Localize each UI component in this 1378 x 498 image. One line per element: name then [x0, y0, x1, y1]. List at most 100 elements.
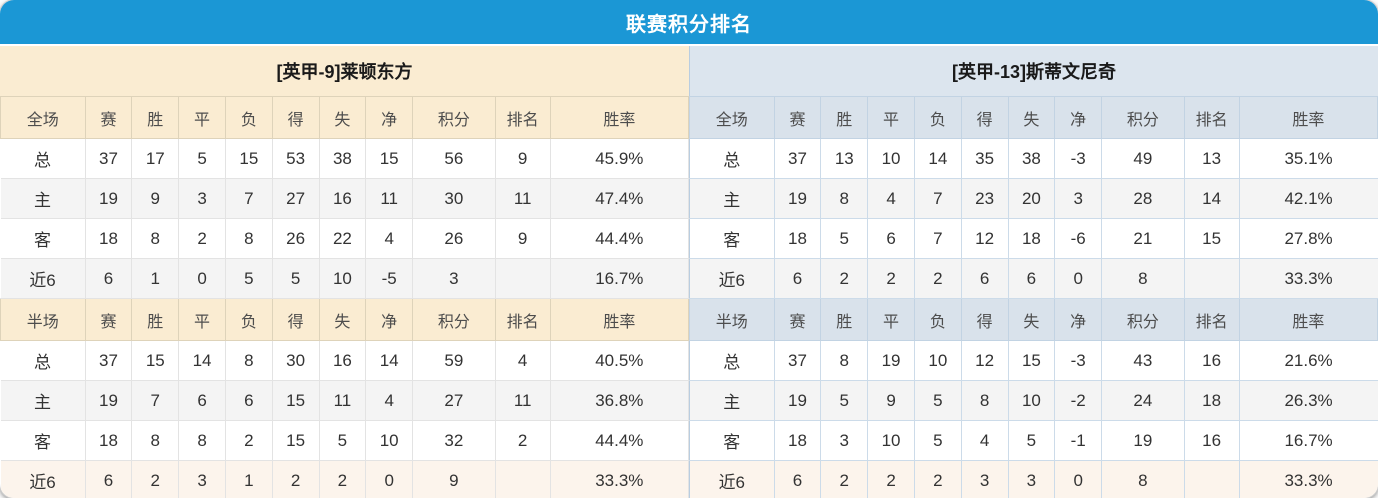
stat-cell: 6	[867, 218, 915, 259]
winrate-cell: 33.3%	[1238, 460, 1378, 498]
stats-row: 客 18 5 6 7 12 18 -6 21 15 27.8%	[689, 218, 1378, 259]
stat-cell: 14	[365, 340, 414, 381]
points-cell: 59	[412, 340, 496, 381]
stat-cell: 1	[131, 258, 180, 299]
stat-cell: 10	[365, 420, 414, 461]
stat-cell: 18	[773, 218, 822, 259]
col-header: 胜率	[1238, 96, 1378, 139]
stats-row: 近6 6 1 0 5 5 10 -5 3 16.7%	[0, 258, 690, 299]
col-header: 排名	[1183, 96, 1240, 139]
stats-row: 客 18 8 8 2 15 5 10 32 2 44.4%	[0, 420, 690, 461]
stat-cell: 4	[365, 380, 414, 421]
stat-cell: 11	[318, 380, 367, 421]
row-label: 主	[689, 380, 775, 421]
section-header-row: 全场赛胜平负得失净积分 排名 胜率	[0, 96, 690, 139]
stat-cell: 27	[271, 178, 320, 219]
stat-cell: 22	[318, 218, 367, 259]
winrate-cell: 33.3%	[549, 460, 690, 498]
col-header: 赛	[84, 298, 133, 341]
section-header-row: 半场赛胜平负得失净积分 排名 胜率	[689, 298, 1378, 341]
points-cell: 9	[412, 460, 496, 498]
points-cell: 30	[412, 178, 496, 219]
stat-cell: 7	[913, 178, 962, 219]
winrate-cell: 44.4%	[549, 420, 690, 461]
home-team-panel: [英甲-9]莱顿东方 全场赛胜平负得失净积分 排名 胜率总 37 17 5 15 53 38 15…	[0, 46, 690, 498]
section-label: 半场	[0, 298, 86, 341]
stat-cell: 15	[271, 380, 320, 421]
stats-row: 近6 6 2 3 1 2 2 0 9 33.3%	[0, 460, 690, 498]
col-header: 负	[224, 96, 273, 139]
stats-row: 总 37 8 19 10 12 15 -3 43 16 21.6%	[689, 340, 1378, 381]
col-header: 失	[1007, 96, 1056, 139]
row-label: 客	[689, 218, 775, 259]
rank-cell	[494, 258, 551, 299]
winrate-cell: 44.4%	[549, 218, 690, 259]
stat-cell: 3	[178, 178, 226, 219]
stat-cell: 3	[1054, 178, 1103, 219]
col-header: 胜	[820, 96, 869, 139]
col-header: 负	[224, 298, 273, 341]
row-label: 近6	[0, 460, 86, 498]
winrate-cell: 40.5%	[549, 340, 690, 381]
col-header: 胜	[820, 298, 869, 341]
stat-cell: 12	[960, 340, 1009, 381]
stat-cell: 3	[820, 420, 869, 461]
widget-title: 联赛积分排名	[0, 0, 1378, 44]
col-header: 平	[867, 298, 915, 341]
row-label: 总	[0, 340, 86, 381]
rank-cell: 16	[1183, 420, 1240, 461]
stat-cell: 9	[867, 380, 915, 421]
stat-cell: 18	[1007, 218, 1056, 259]
stat-cell: 37	[773, 138, 822, 179]
stat-cell: 0	[1054, 460, 1103, 498]
rank-cell: 16	[1183, 340, 1240, 381]
stats-row: 近6 6 2 2 2 3 3 0 8 33.3%	[689, 460, 1378, 498]
stat-cell: 4	[867, 178, 915, 219]
points-cell: 24	[1101, 380, 1185, 421]
rank-cell: 11	[494, 380, 551, 421]
col-header: 积分	[1101, 96, 1185, 139]
section-label: 半场	[689, 298, 775, 341]
stat-cell: 5	[913, 420, 962, 461]
stat-cell: 8	[131, 218, 180, 259]
stat-cell: 5	[820, 380, 869, 421]
rank-cell: 4	[494, 340, 551, 381]
stat-cell: 7	[131, 380, 180, 421]
stat-cell: 9	[131, 178, 180, 219]
stats-row: 近6 6 2 2 2 6 6 0 8 33.3%	[689, 258, 1378, 299]
col-header: 胜	[131, 298, 180, 341]
points-cell: 3	[412, 258, 496, 299]
section-label: 全场	[689, 96, 775, 139]
stat-cell: 8	[820, 340, 869, 381]
col-header: 负	[913, 96, 962, 139]
points-cell: 27	[412, 380, 496, 421]
rank-cell: 15	[1183, 218, 1240, 259]
winrate-cell: 21.6%	[1238, 340, 1378, 381]
stat-cell: 38	[1007, 138, 1056, 179]
col-header: 得	[960, 96, 1009, 139]
stat-cell: 10	[318, 258, 367, 299]
points-cell: 28	[1101, 178, 1185, 219]
stat-cell: 16	[318, 178, 367, 219]
stat-cell: 6	[773, 258, 822, 299]
col-header: 排名	[494, 96, 551, 139]
row-label: 近6	[689, 258, 775, 299]
stat-cell: 18	[84, 420, 133, 461]
points-cell: 26	[412, 218, 496, 259]
stat-cell: 15	[365, 138, 414, 179]
winrate-cell: 47.4%	[549, 178, 690, 219]
stat-cell: 17	[131, 138, 180, 179]
points-cell: 8	[1101, 258, 1185, 299]
winrate-cell: 35.1%	[1238, 138, 1378, 179]
col-header: 得	[271, 298, 320, 341]
row-label: 主	[0, 380, 86, 421]
points-cell: 56	[412, 138, 496, 179]
stat-cell: 12	[960, 218, 1009, 259]
row-label: 总	[0, 138, 86, 179]
points-cell: 49	[1101, 138, 1185, 179]
col-header: 得	[960, 298, 1009, 341]
col-header: 积分	[412, 96, 496, 139]
winrate-cell: 33.3%	[1238, 258, 1378, 299]
stat-cell: 7	[224, 178, 273, 219]
